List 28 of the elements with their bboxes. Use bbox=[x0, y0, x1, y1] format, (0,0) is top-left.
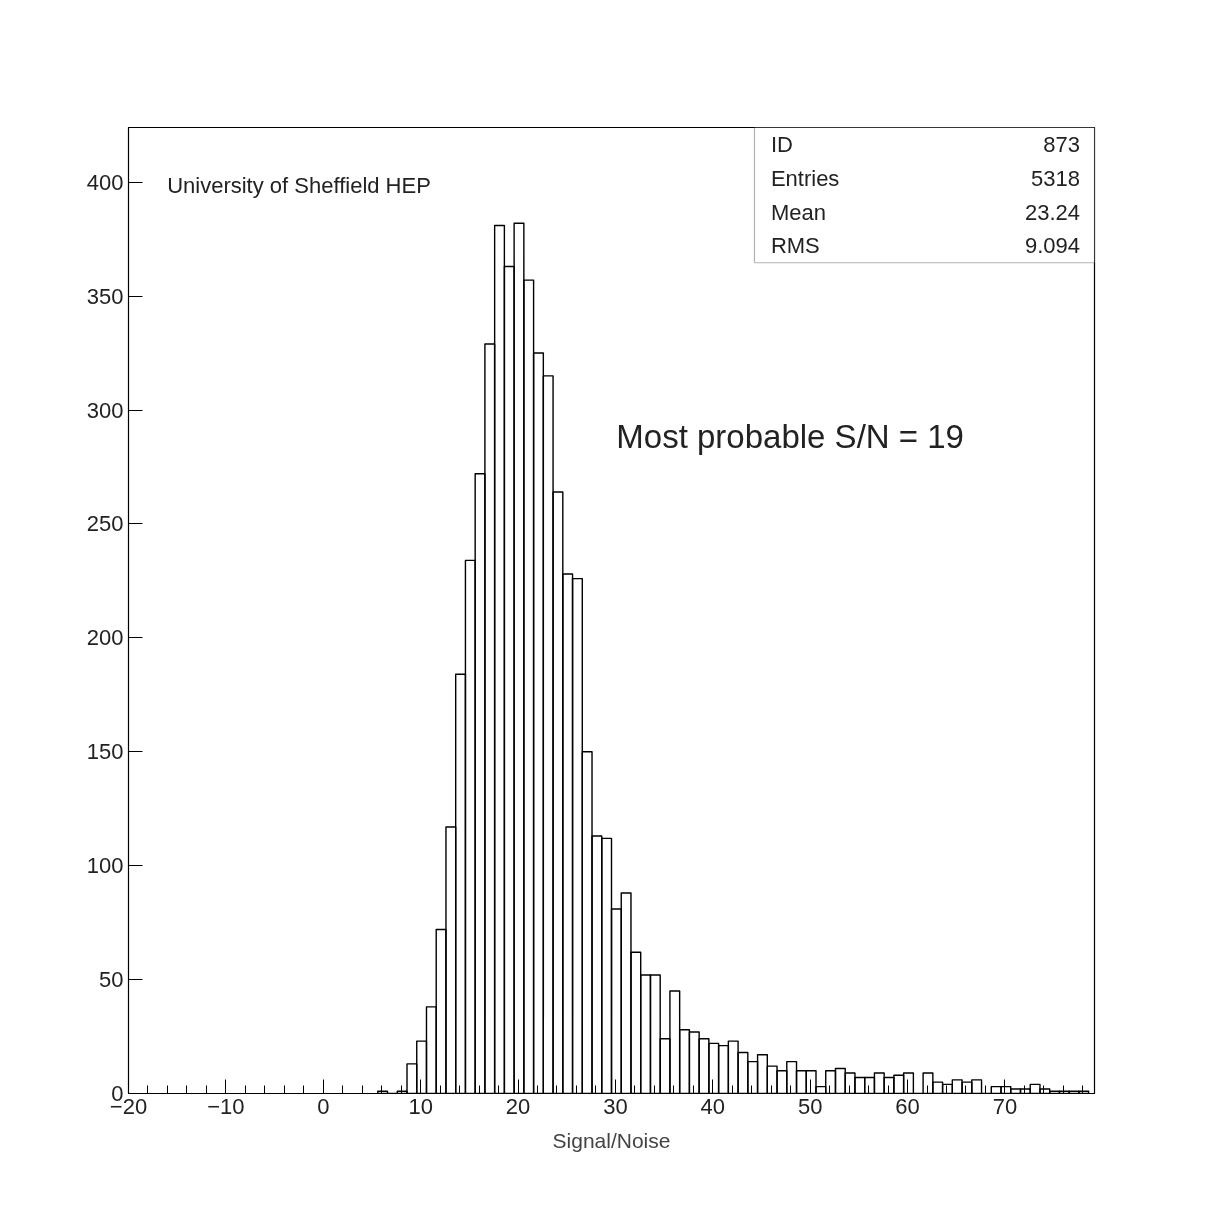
x-tick-label: 40 bbox=[700, 1093, 726, 1119]
x-tick-label: 50 bbox=[797, 1093, 823, 1119]
x-tick-label: 10 bbox=[408, 1093, 433, 1119]
annotation: RMS bbox=[770, 233, 820, 259]
annotation: 873 bbox=[1043, 131, 1081, 157]
y-tick-label: 50 bbox=[99, 967, 124, 993]
y-tick-label: 250 bbox=[86, 511, 124, 537]
annotation: ID bbox=[770, 131, 793, 157]
annotation: 5318 bbox=[1031, 165, 1081, 191]
x-tick-label: 30 bbox=[603, 1093, 628, 1119]
y-tick-label: 200 bbox=[86, 625, 124, 651]
annotation: 23.24 bbox=[1024, 199, 1081, 225]
y-tick-label: 350 bbox=[86, 283, 124, 309]
y-tick-label: 400 bbox=[86, 169, 124, 195]
x-tick-label: 70 bbox=[992, 1093, 1018, 1119]
x-tick-label: −10 bbox=[207, 1093, 245, 1119]
x-tick-label: 0 bbox=[317, 1093, 330, 1119]
x-tick-label: 60 bbox=[895, 1093, 920, 1119]
y-tick-label: 100 bbox=[86, 853, 124, 879]
annotation: 9.094 bbox=[1024, 233, 1081, 259]
x-tick-label: 20 bbox=[505, 1093, 531, 1119]
annotation: University of Sheffield HEP bbox=[167, 172, 431, 198]
annotation: Most probable S/N = 19 bbox=[616, 418, 964, 456]
x-axis-title: Signal/Noise bbox=[552, 1128, 671, 1152]
y-tick-label: 300 bbox=[86, 397, 124, 423]
annotation: Entries bbox=[770, 165, 840, 191]
annotation: Mean bbox=[770, 199, 826, 225]
y-tick-label: 150 bbox=[86, 739, 124, 765]
